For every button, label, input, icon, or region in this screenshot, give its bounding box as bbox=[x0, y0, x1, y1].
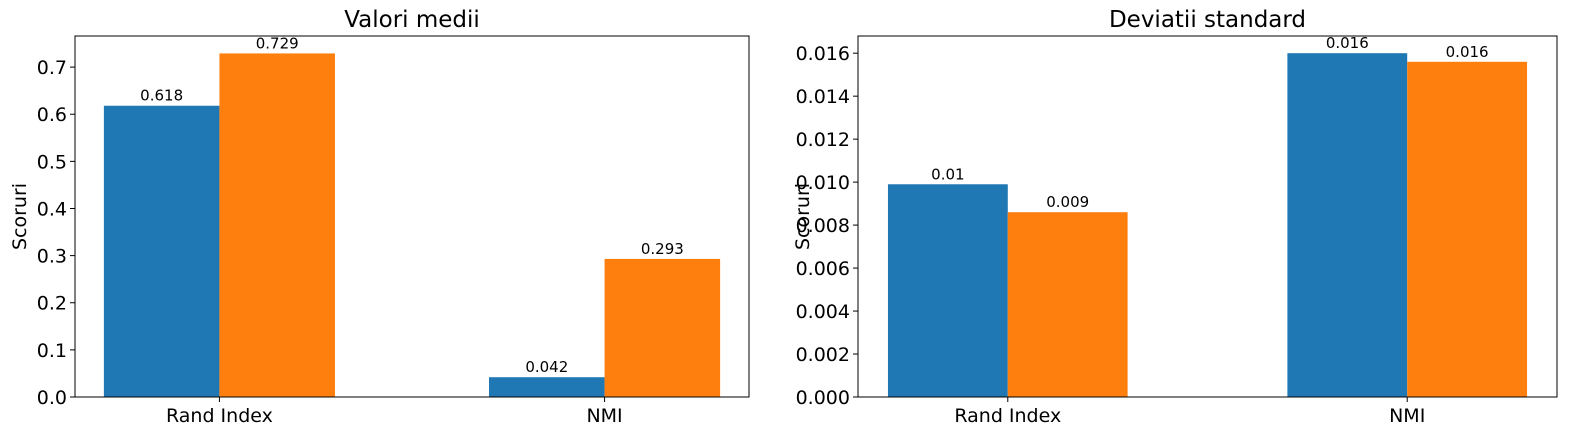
y-tick-label: 0.012 bbox=[796, 129, 850, 151]
y-tick-label: 0.010 bbox=[796, 172, 850, 194]
y-tick-label: 0.002 bbox=[796, 344, 850, 366]
x-tick-label: NMI bbox=[1389, 405, 1425, 427]
y-tick-label: 0.6 bbox=[37, 104, 67, 126]
bar-value-label: 0.042 bbox=[525, 358, 568, 376]
chart-title: Deviatii standard bbox=[1109, 7, 1306, 33]
bar-series2-1 bbox=[604, 258, 721, 397]
bar-value-label: 0.01 bbox=[931, 165, 964, 183]
bar-series1-0 bbox=[887, 184, 1008, 397]
x-tick-label: Rand Index bbox=[166, 405, 273, 427]
axes-frame bbox=[857, 35, 1558, 398]
y-tick-label: 0.006 bbox=[796, 258, 850, 280]
chart-panel-2: 0.01 0.016 0.009 0.016 0.000 0.002 0.004 0.006 0… bbox=[792, 7, 1558, 427]
y-tick-label: 0.1 bbox=[37, 340, 67, 362]
bar-series2-0 bbox=[1007, 212, 1128, 397]
bar-value-label: 0.618 bbox=[140, 87, 183, 105]
bar-series1-0 bbox=[103, 105, 220, 398]
y-tick-label: 0.7 bbox=[37, 57, 67, 79]
bar-value-label: 0.016 bbox=[1446, 43, 1489, 61]
x-tick-label: NMI bbox=[586, 405, 622, 427]
y-axis-label: Scoruri bbox=[792, 183, 814, 250]
chart-title: Valori medii bbox=[344, 7, 480, 33]
y-tick-label: 0.016 bbox=[796, 43, 850, 65]
chart-panel-1: 0.618 0.042 0.729 0.293 0.0 0.1 0.2 0.3 0.4 0.5 0.… bbox=[9, 7, 750, 427]
bar-value-label: 0.009 bbox=[1046, 193, 1089, 211]
x-tick-label: Rand Index bbox=[954, 405, 1061, 427]
y-tick-label: 0.0 bbox=[37, 387, 67, 409]
y-tick-label: 0.2 bbox=[37, 293, 67, 315]
y-axis-label: Scoruri bbox=[9, 183, 31, 250]
y-tick-label: 0.000 bbox=[796, 387, 850, 409]
y-tick-label: 0.004 bbox=[796, 301, 850, 323]
y-tick-label: 0.5 bbox=[37, 151, 67, 173]
y-tick-label: 0.008 bbox=[796, 215, 850, 237]
bar-series1-1 bbox=[1287, 53, 1408, 397]
axes-frame bbox=[74, 35, 750, 398]
bar-series1-1 bbox=[489, 377, 605, 397]
bar-value-label: 0.293 bbox=[641, 240, 684, 258]
y-tick-label: 0.014 bbox=[796, 86, 850, 108]
bar-value-label: 0.016 bbox=[1326, 34, 1369, 52]
bar-series2-0 bbox=[219, 53, 335, 397]
bar-series2-1 bbox=[1407, 61, 1528, 398]
y-tick-label: 0.3 bbox=[37, 246, 67, 268]
bar-value-label: 0.729 bbox=[256, 34, 299, 52]
y-tick-label: 0.4 bbox=[37, 198, 67, 220]
